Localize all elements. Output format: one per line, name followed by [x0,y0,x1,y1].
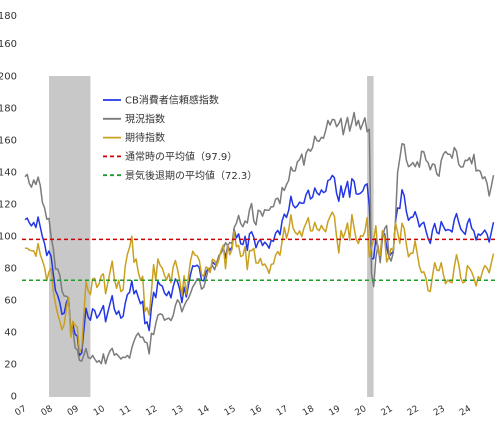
x-tick-label: 09 [66,404,81,419]
x-tick-label: 08 [40,404,55,419]
legend-label: 現況指数 [125,112,165,125]
x-tick-label: 24 [458,404,473,419]
cb-consumer-confidence-line [24,174,495,357]
y-axis-labels: 0 20 40 60 80 100 120 140 160 180 200 180 160 [0,11,17,403]
legend-label: 期待指数 [125,131,165,144]
legend-item: 景気後退期の平均値（72.3） [103,169,257,182]
x-tick-label: 16 [249,404,264,419]
x-tick-label: 10 [92,404,107,419]
x-tick-label: 19 [327,404,342,419]
recession-band [49,76,91,397]
x-tick-label: 13 [170,404,185,418]
x-tick-label: 14 [197,404,212,419]
x-tick-label: 07 [14,404,29,418]
y-tick-label: 200 [0,72,17,83]
x-tick-label: 22 [406,404,421,418]
y-stray-label: 180 [0,11,17,22]
y-tick-label: 40 [4,328,17,339]
y-tick-label: 120 [0,200,17,211]
y-stray-label: 160 [0,39,17,50]
legend-label: 通常時の平均値（97.9） [125,150,237,163]
y-tick-label: 180 [0,104,17,115]
legend-item: 現況指数 [103,112,165,125]
y-tick-label: 0 [11,392,17,403]
legend-background [100,90,242,184]
y-tick-label: 140 [0,168,17,179]
y-tick-label: 20 [4,360,17,371]
series-lines [24,111,495,365]
x-axis-labels: 07 08 09 10 11 12 13 14 15 16 17 18 19 20 21 22 23 24 [14,404,474,419]
y-tick-label: 60 [4,296,17,307]
y-tick-label: 160 [0,136,17,147]
legend-item: 通常時の平均値（97.9） [103,150,237,163]
legend-item: CB消費者信頼感指数 [103,94,219,107]
x-tick-label: 18 [301,404,316,419]
legend-item: 期待指数 [103,131,165,144]
y-tick-label: 100 [0,232,17,243]
x-tick-label: 21 [380,404,395,418]
x-tick-label: 12 [144,404,159,418]
legend-label: CB消費者信頼感指数 [125,94,219,107]
x-tick-label: 17 [275,404,290,418]
reference-lines [22,238,496,282]
legend-label: 景気後退期の平均値（72.3） [125,169,257,182]
x-tick-label: 15 [223,404,238,418]
x-tick-label: 23 [432,404,447,418]
expectations-line [24,211,495,354]
x-tick-label: 11 [118,404,133,418]
present-situation-line [24,111,495,365]
x-tick-label: 20 [353,404,368,419]
y-tick-label: 80 [4,264,17,275]
